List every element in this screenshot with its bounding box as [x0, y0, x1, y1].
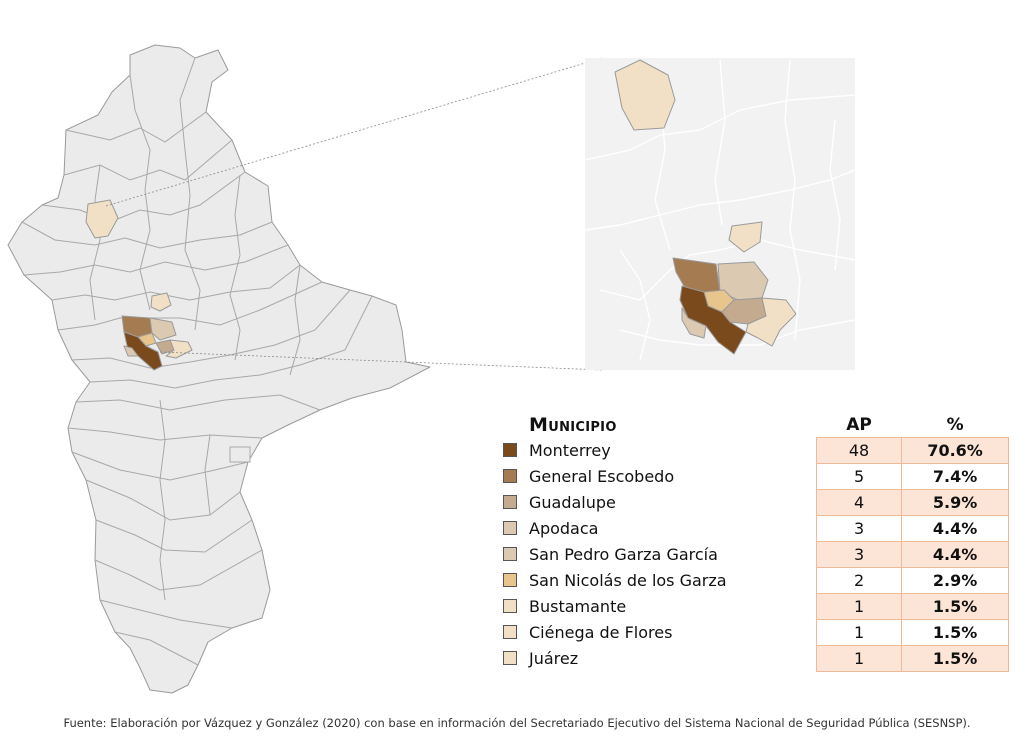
- legend-color-swatch: [503, 598, 517, 613]
- legend-row-label: San Pedro Garza García: [529, 545, 718, 564]
- map-juarez: [165, 339, 193, 359]
- source-note: Fuente: Elaboración por Vázquez y Gonzál…: [63, 716, 971, 730]
- header-pct: %: [946, 415, 964, 435]
- inset-boundaries: [584, 59, 856, 361]
- legend-color-swatch: [503, 442, 517, 457]
- inset-cienega-de-flores: [728, 221, 763, 253]
- legend-row-ap: 3: [815, 515, 903, 542]
- legend-row-label: General Escobedo: [529, 467, 675, 486]
- legend-row-municipio: Bustamante: [497, 594, 816, 620]
- legend-row-label: Monterrey: [529, 441, 611, 460]
- legend-row-pct: 70.6%: [901, 437, 1009, 464]
- legend-row-pct: 7.4%: [901, 463, 1009, 490]
- legend-body: Monterrey 48 70.6% General Escobedo 5 7.4% Gua…: [497, 437, 1009, 672]
- legend-row-municipio: Ciénega de Flores: [497, 620, 816, 646]
- legend-color-swatch: [503, 468, 517, 483]
- legend-row-ap: 5: [815, 463, 903, 490]
- legend-row-pct: 1.5%: [901, 593, 1009, 620]
- legend-row: Ciénega de Flores 1 1.5%: [497, 619, 1009, 646]
- legend-color-swatch: [503, 520, 517, 535]
- legend-row: Bustamante 1 1.5%: [497, 593, 1009, 620]
- legend-row: Monterrey 48 70.6%: [497, 437, 1009, 464]
- legend-row-pct: 1.5%: [901, 645, 1009, 672]
- legend-table: Municipio AP % Monterrey 48 70.6% General E…: [497, 413, 1009, 672]
- legend-color-swatch: [503, 494, 517, 509]
- legend-row-ap: 2: [815, 567, 903, 594]
- legend-row-label: Juárez: [529, 649, 579, 668]
- legend-row-label: Apodaca: [529, 519, 599, 538]
- legend-row-ap: 1: [815, 645, 903, 672]
- legend-color-swatch: [503, 650, 517, 665]
- map-san-pedro-garza-garcia: [123, 345, 139, 357]
- legend-row-label: Ciénega de Flores: [529, 623, 673, 642]
- legend-color-swatch: [503, 572, 517, 587]
- header-municipio: Municipio: [529, 414, 617, 437]
- legend-row-municipio: Juárez: [497, 646, 816, 672]
- legend-row: Juárez 1 1.5%: [497, 645, 1009, 672]
- legend-row-pct: 4.4%: [901, 515, 1009, 542]
- legend-row: General Escobedo 5 7.4%: [497, 463, 1009, 490]
- legend-row-ap: 3: [815, 541, 903, 568]
- legend-row: Apodaca 3 4.4%: [497, 515, 1009, 542]
- legend-row-pct: 1.5%: [901, 619, 1009, 646]
- legend-row: San Nicolás de los Garza 2 2.9%: [497, 567, 1009, 594]
- legend-row-municipio: Monterrey: [497, 438, 816, 464]
- inset-juarez: [745, 297, 797, 347]
- municipality-small-enclave: [229, 446, 251, 463]
- map-cienega-de-flores: [150, 292, 172, 312]
- legend-row-ap: 1: [815, 593, 903, 620]
- legend-row-pct: 4.4%: [901, 541, 1009, 568]
- legend-row-municipio: San Nicolás de los Garza: [497, 568, 816, 594]
- state-outline: [7, 44, 431, 694]
- header-ap: AP: [846, 415, 872, 435]
- municipal-boundaries: [21, 57, 373, 666]
- legend-row-pct: 2.9%: [901, 567, 1009, 594]
- legend-row-label: Guadalupe: [529, 493, 616, 512]
- legend-row-label: San Nicolás de los Garza: [529, 571, 727, 590]
- highlighted-municipalities: [85, 199, 193, 371]
- legend-row-label: Bustamante: [529, 597, 627, 616]
- legend-row: San Pedro Garza García 3 4.4%: [497, 541, 1009, 568]
- legend-color-swatch: [503, 624, 517, 639]
- legend-color-swatch: [503, 546, 517, 561]
- legend-row-ap: 48: [815, 437, 903, 464]
- legend-row-pct: 5.9%: [901, 489, 1009, 516]
- legend-row-ap: 4: [815, 489, 903, 516]
- legend-row-ap: 1: [815, 619, 903, 646]
- legend-row-municipio: San Pedro Garza García: [497, 542, 816, 568]
- legend-row: Guadalupe 4 5.9%: [497, 489, 1009, 516]
- map-apodaca: [149, 317, 177, 341]
- legend-row-municipio: Apodaca: [497, 516, 816, 542]
- inset-map: [584, 58, 856, 370]
- map-bustamante: [85, 199, 119, 239]
- legend-row-municipio: Guadalupe: [497, 490, 816, 516]
- inset-san-pedro-garza-garcia: [681, 307, 707, 339]
- legend-row-municipio: General Escobedo: [497, 464, 816, 490]
- inset-bustamante: [614, 59, 676, 131]
- inset-connector-bottom: [159, 351, 603, 371]
